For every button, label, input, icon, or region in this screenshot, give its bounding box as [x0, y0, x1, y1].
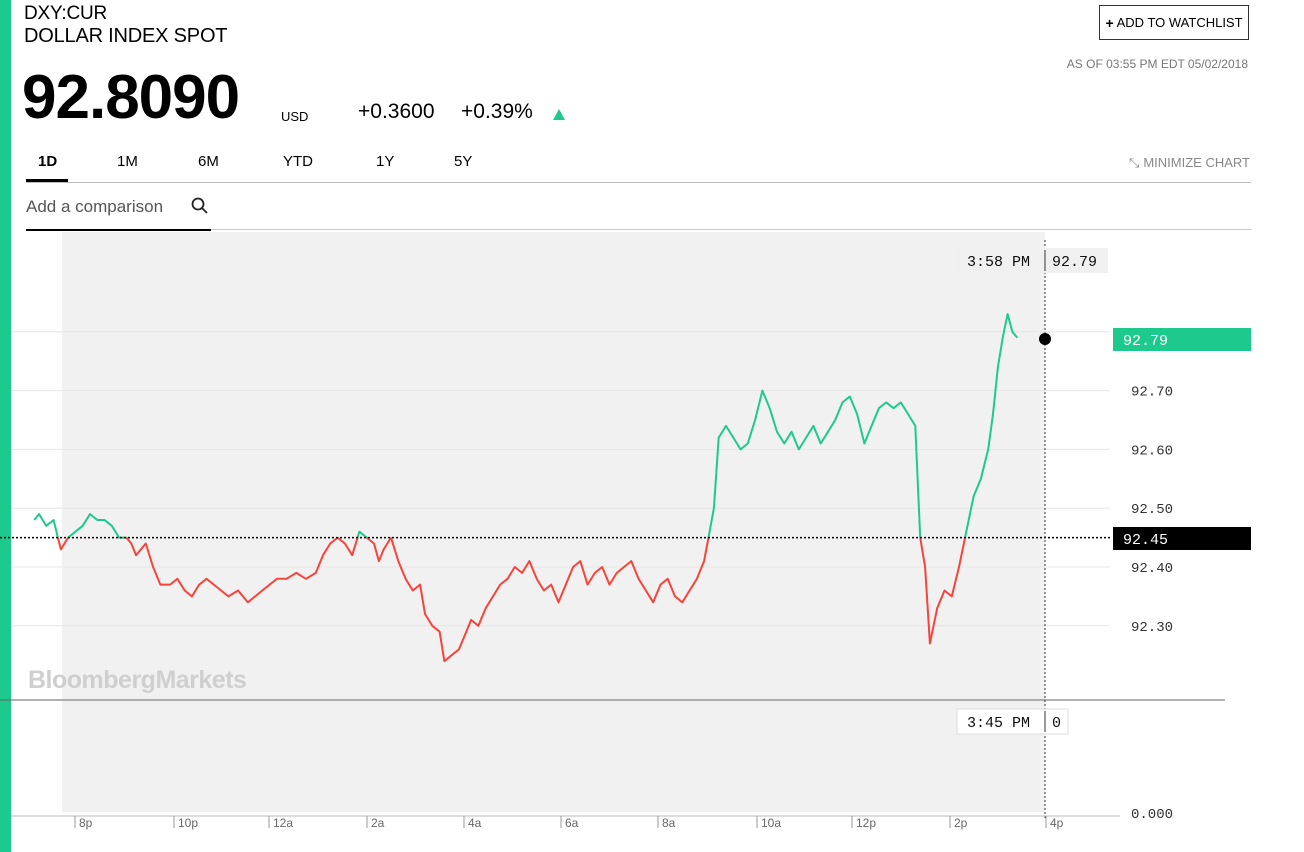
tab-ytd[interactable]: YTD	[283, 153, 313, 170]
price-line-up	[707, 389, 922, 538]
volume-value-label: 0	[1052, 715, 1061, 732]
price-line-up	[356, 530, 368, 539]
minimize-chart-button[interactable]: ⤡ MINIMIZE CHART	[1129, 155, 1250, 171]
add-to-watchlist-button[interactable]: + ADD TO WATCHLIST	[1099, 5, 1249, 40]
x-tick-label: 2p	[954, 816, 968, 830]
volume-time-label: 3:45 PM	[967, 715, 1030, 732]
last-price-marker	[1039, 333, 1051, 345]
price-line-down	[390, 537, 710, 663]
tab-6m[interactable]: 6M	[198, 153, 219, 170]
comparison-divider	[211, 229, 1252, 230]
x-tick-label: 8a	[662, 816, 676, 830]
up-arrow-icon	[553, 109, 565, 120]
y-tick-label: 92.30	[1131, 620, 1173, 636]
x-tick-label: 8p	[79, 816, 93, 830]
search-icon[interactable]	[190, 196, 210, 216]
x-tick-label: 10a	[761, 816, 781, 830]
watchlist-label: ADD TO WATCHLIST	[1116, 15, 1243, 30]
x-tick-label: 12a	[273, 816, 293, 830]
last-price-tag-label: 92.79	[1123, 333, 1168, 350]
volume-tick-label: 0.000	[1131, 807, 1173, 823]
price-line-up	[67, 513, 127, 539]
comparison-input[interactable]: Add a comparison	[26, 193, 211, 231]
y-tick-label: 92.60	[1131, 443, 1173, 459]
crosshair-tooltip	[957, 248, 1108, 273]
price-value: 92.8090	[22, 63, 240, 132]
last-price-tag	[1113, 328, 1251, 351]
range-tabs: 1D 1M 6M YTD 1Y 5Y	[26, 150, 1251, 183]
tab-1m[interactable]: 1M	[117, 153, 138, 170]
chart-plot-area	[62, 232, 1045, 812]
y-tick-label: 92.70	[1131, 385, 1173, 401]
minimize-label: MINIMIZE CHART	[1143, 155, 1250, 170]
y-tick-label: 92.50	[1131, 502, 1173, 518]
bloomberg-watermark: BloombergMarkets	[28, 666, 247, 694]
comparison-placeholder: Add a comparison	[26, 197, 164, 216]
x-tick-label: 2a	[371, 816, 385, 830]
accent-bar	[0, 0, 11, 852]
x-tick-label: 6a	[565, 816, 579, 830]
price-line-down	[125, 536, 339, 604]
price-chart[interactable]: 92.30 92.40 92.50 92.60 92.70 0.000 92.79 92.45…	[0, 230, 1304, 852]
plus-icon: +	[1105, 14, 1114, 31]
volume-tooltip	[956, 708, 1069, 735]
tab-5y[interactable]: 5Y	[454, 153, 473, 170]
price-line-up	[33, 513, 59, 538]
x-tick-label: 12p	[856, 816, 876, 830]
price-line-down	[919, 537, 967, 645]
x-tick-label: 10p	[178, 816, 198, 830]
price-change-percent: +0.39%	[461, 100, 533, 123]
price-line-up	[964, 313, 1019, 538]
x-tick-label: 4p	[1050, 816, 1064, 830]
security-name: DOLLAR INDEX SPOT	[24, 25, 228, 47]
price-change: +0.3600	[358, 100, 435, 123]
active-tab-indicator	[26, 179, 68, 182]
ticker-symbol: DXY:CUR	[24, 3, 108, 24]
crosshair-value-label: 92.79	[1052, 254, 1097, 271]
previous-close-tag	[1113, 527, 1251, 550]
price-line-down	[366, 536, 392, 563]
previous-close-tag-label: 92.45	[1123, 532, 1168, 549]
currency-label: USD	[281, 109, 309, 124]
x-tick-label: 4a	[468, 816, 482, 830]
price-line-down	[336, 536, 359, 557]
minimize-icon: ⤡	[1128, 155, 1140, 170]
tab-1d[interactable]: 1D	[38, 153, 58, 170]
as-of-timestamp: AS OF 03:55 PM EDT 05/02/2018	[1066, 57, 1248, 71]
price-line-down	[56, 537, 69, 551]
tab-1y[interactable]: 1Y	[376, 153, 395, 170]
y-tick-label: 92.40	[1131, 561, 1173, 577]
crosshair-time-label: 3:58 PM	[967, 254, 1030, 271]
